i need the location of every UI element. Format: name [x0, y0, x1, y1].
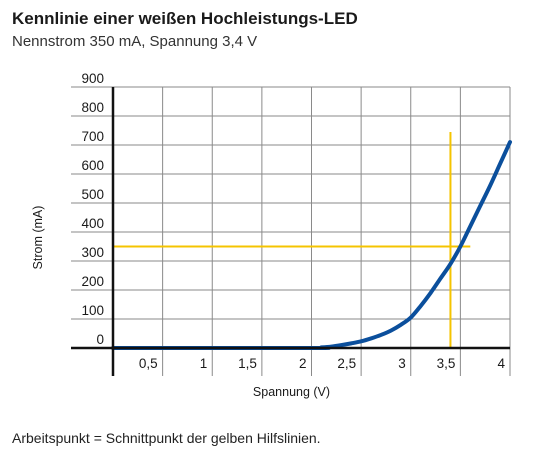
- curve-layer: [111, 140, 512, 351]
- y-tick-label-9: 900: [81, 71, 104, 86]
- x-tick-label-7: 4: [497, 356, 505, 371]
- caption: Arbeitspunkt = Schnittpunkt der gelben H…: [12, 430, 321, 446]
- y-tick-label-5: 500: [81, 187, 104, 202]
- y-tick-label-1: 100: [81, 303, 104, 318]
- x-tick-label-0: 0,5: [139, 356, 158, 371]
- y-tick-label-2: 200: [81, 274, 104, 289]
- x-tick-label-5: 3: [398, 356, 406, 371]
- helper-lines: [113, 131, 471, 348]
- x-axis-label: Spannung (V): [253, 385, 330, 399]
- y-tick-label-4: 400: [81, 216, 104, 231]
- y-tick-label-3: 300: [81, 245, 104, 260]
- y-axis-label: Strom (mA): [31, 206, 45, 270]
- y-tick-label-8: 800: [81, 100, 104, 115]
- chart-title: Kennlinie einer weißen Hochleistungs-LED: [12, 9, 358, 28]
- tick-labels: 0 100 200 300 400 500 600 700 800 900 0,5 1 1,5 2 2,5 3…: [81, 71, 505, 371]
- x-tick-label-2: 1,5: [238, 356, 257, 371]
- y-tick-label-7: 700: [81, 129, 104, 144]
- x-tick-label-4: 2,5: [337, 356, 356, 371]
- grid: [71, 86, 511, 376]
- x-tick-label-3: 2: [299, 356, 307, 371]
- chart-subtitle: Nennstrom 350 mA, Spannung 3,4 V: [12, 33, 258, 50]
- axes: [71, 87, 510, 376]
- x-tick-label-1: 1: [200, 356, 208, 371]
- y-tick-label-0: 0: [96, 332, 104, 347]
- x-tick-label-6: 3,5: [437, 356, 456, 371]
- led-current-curve: [111, 140, 512, 351]
- y-tick-label-6: 600: [81, 158, 104, 173]
